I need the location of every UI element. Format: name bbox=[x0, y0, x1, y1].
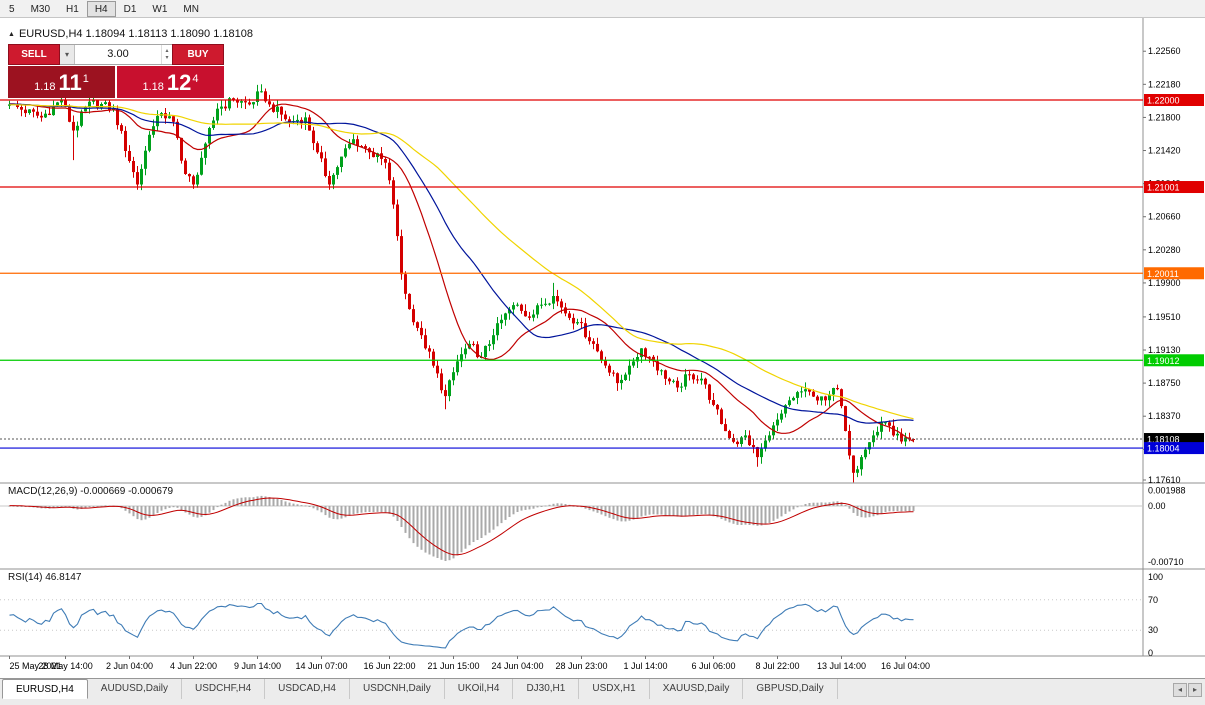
timeframe-button-5[interactable]: 5 bbox=[9, 3, 15, 15]
svg-text:28 May 14:00: 28 May 14:00 bbox=[38, 661, 93, 671]
svg-text:25 May 2021: 25 May 2021 bbox=[10, 661, 62, 671]
svg-text:28 Jun 23:00: 28 Jun 23:00 bbox=[555, 661, 607, 671]
buy-price-box[interactable]: 1.18 12 4 bbox=[117, 66, 224, 98]
chart-tab-audusd-daily[interactable]: AUDUSD,Daily bbox=[88, 679, 183, 699]
svg-text:4 Jun 22:00: 4 Jun 22:00 bbox=[170, 661, 217, 671]
svg-text:14 Jun 07:00: 14 Jun 07:00 bbox=[295, 661, 347, 671]
svg-text:0.00: 0.00 bbox=[1148, 501, 1166, 511]
chart-tab-usdx-h1[interactable]: USDX,H1 bbox=[579, 679, 650, 699]
sell-button[interactable]: SELL bbox=[8, 44, 60, 65]
svg-text:8 Jul 22:00: 8 Jul 22:00 bbox=[755, 661, 799, 671]
svg-text:1 Jul 14:00: 1 Jul 14:00 bbox=[623, 661, 667, 671]
one-click-trading-panel: SELL ▾ 3.00 ▴ ▾ BUY 1.18 11 1 1.18 12 4 bbox=[8, 44, 224, 98]
chart-tab-gbpusd-daily[interactable]: GBPUSD,Daily bbox=[743, 679, 838, 699]
svg-text:6 Jul 06:00: 6 Jul 06:00 bbox=[691, 661, 735, 671]
volume-spinner: ▴ ▾ bbox=[161, 45, 172, 64]
tab-scroll-left-icon[interactable]: ◂ bbox=[1173, 683, 1187, 697]
svg-text:16 Jul 04:00: 16 Jul 04:00 bbox=[881, 661, 930, 671]
chart-tabs: EURUSD,H4 AUDUSD,Daily USDCHF,H4 USDCAD,H4 U… bbox=[2, 679, 1205, 699]
ma-18-line bbox=[9, 103, 914, 442]
svg-text:1.19130: 1.19130 bbox=[1148, 345, 1181, 355]
svg-text:1.20280: 1.20280 bbox=[1148, 245, 1181, 255]
svg-text:24 Jun 04:00: 24 Jun 04:00 bbox=[491, 661, 543, 671]
buy-price-pips: 12 bbox=[166, 70, 192, 95]
timeframe-button-D1[interactable]: D1 bbox=[123, 3, 137, 15]
volume-up-icon[interactable]: ▴ bbox=[165, 47, 169, 54]
svg-text:1.18370: 1.18370 bbox=[1148, 411, 1181, 421]
svg-text:-0.00710: -0.00710 bbox=[1148, 557, 1184, 567]
svg-text:1.22180: 1.22180 bbox=[1148, 79, 1181, 89]
volume-dropdown-icon[interactable]: ▾ bbox=[60, 45, 75, 64]
chart-tab-xauusd-daily[interactable]: XAUUSD,Daily bbox=[650, 679, 744, 699]
sell-price-point: 1 bbox=[82, 73, 89, 85]
chart-tab-eurusd-h4[interactable]: EURUSD,H4 bbox=[2, 679, 88, 699]
svg-text:1.20660: 1.20660 bbox=[1148, 212, 1181, 222]
svg-text:1.21800: 1.21800 bbox=[1148, 112, 1181, 122]
chart-tab-dj30-h1[interactable]: DJ30,H1 bbox=[513, 679, 580, 699]
buy-button[interactable]: BUY bbox=[172, 44, 224, 65]
chart-frame bbox=[0, 18, 1205, 657]
chart-window: 1.225601.221801.218001.214201.210401.206… bbox=[0, 18, 1205, 678]
timeframe-button-MN[interactable]: MN bbox=[183, 3, 199, 15]
moving-averages-layer bbox=[9, 103, 914, 442]
timeframe-button-H1[interactable]: H1 bbox=[66, 3, 79, 15]
chart-tabs-bar: EURUSD,H4 AUDUSD,Daily USDCHF,H4 USDCAD,H4 U… bbox=[0, 678, 1205, 705]
ma-60-line bbox=[9, 104, 914, 420]
svg-text:100: 100 bbox=[1148, 572, 1163, 582]
trade-prices-row: 1.18 11 1 1.18 12 4 bbox=[8, 66, 224, 98]
chart-tab-ukoil-h4[interactable]: UKOil,H4 bbox=[445, 679, 514, 699]
sell-price-box[interactable]: 1.18 11 1 bbox=[8, 66, 115, 98]
macd-signal-line bbox=[9, 497, 914, 556]
svg-text:30: 30 bbox=[1148, 625, 1158, 635]
buy-price-prefix: 1.18 bbox=[142, 81, 164, 93]
chart-tab-usdcad-h4[interactable]: USDCAD,H4 bbox=[265, 679, 350, 699]
svg-text:1.19510: 1.19510 bbox=[1148, 312, 1181, 322]
svg-text:0.001988: 0.001988 bbox=[1148, 485, 1186, 495]
svg-text:1.21420: 1.21420 bbox=[1148, 146, 1181, 156]
svg-text:1.18004: 1.18004 bbox=[1147, 444, 1180, 454]
chart-tab-usdchf-h4[interactable]: USDCHF,H4 bbox=[182, 679, 266, 699]
svg-text:70: 70 bbox=[1148, 595, 1158, 605]
trade-controls-row: SELL ▾ 3.00 ▴ ▾ BUY bbox=[8, 44, 224, 65]
sell-price-prefix: 1.18 bbox=[34, 81, 56, 93]
sell-price-pips: 11 bbox=[58, 70, 82, 95]
svg-text:1.18108: 1.18108 bbox=[1147, 435, 1180, 445]
svg-text:13 Jul 14:00: 13 Jul 14:00 bbox=[817, 661, 866, 671]
svg-text:16 Jun 22:00: 16 Jun 22:00 bbox=[363, 661, 415, 671]
volume-value[interactable]: 3.00 bbox=[107, 48, 129, 60]
svg-text:1.19012: 1.19012 bbox=[1147, 356, 1180, 366]
svg-text:1.19900: 1.19900 bbox=[1148, 278, 1181, 288]
timeframe-button-H4[interactable]: H4 bbox=[86, 0, 116, 17]
svg-text:0: 0 bbox=[1148, 648, 1153, 658]
svg-text:9 Jun 14:00: 9 Jun 14:00 bbox=[234, 661, 281, 671]
rsi-line bbox=[9, 602, 914, 649]
volume-field[interactable]: ▾ 3.00 ▴ ▾ bbox=[60, 44, 172, 65]
price-level-lines[interactable]: 1.22000 1.21001 1.20011 1.19012 1.18004 bbox=[0, 94, 1204, 455]
svg-text:2 Jun 04:00: 2 Jun 04:00 bbox=[106, 661, 153, 671]
candles-layer bbox=[8, 84, 915, 483]
svg-text:21 Jun 15:00: 21 Jun 15:00 bbox=[427, 661, 479, 671]
volume-down-icon[interactable]: ▾ bbox=[165, 54, 169, 61]
tab-scroll-right-icon[interactable]: ▸ bbox=[1188, 683, 1202, 697]
tab-scroll-controls: ◂ ▸ bbox=[1173, 683, 1202, 697]
price-chart[interactable]: 1.225601.221801.218001.214201.210401.206… bbox=[0, 18, 1205, 678]
ma-35-line bbox=[9, 103, 914, 424]
price-axis: 1.225601.221801.218001.214201.210401.206… bbox=[1143, 46, 1186, 658]
svg-text:1.20011: 1.20011 bbox=[1147, 269, 1179, 279]
rsi-layer bbox=[0, 599, 1143, 649]
svg-text:1.22560: 1.22560 bbox=[1148, 46, 1181, 56]
timeframe-button-M30[interactable]: M30 bbox=[30, 3, 51, 15]
svg-text:1.17610: 1.17610 bbox=[1148, 475, 1181, 485]
svg-text:1.21001: 1.21001 bbox=[1147, 183, 1180, 193]
macd-layer bbox=[0, 495, 1143, 561]
buy-price-point: 4 bbox=[192, 73, 199, 85]
bid-price-marker: 1.18108 bbox=[0, 433, 1204, 446]
chart-tab-usdcnh-daily[interactable]: USDCNH,Daily bbox=[350, 679, 445, 699]
timeframe-button-W1[interactable]: W1 bbox=[152, 3, 168, 15]
svg-text:1.18750: 1.18750 bbox=[1148, 378, 1181, 388]
timeframe-toolbar: 5 M30 H1 H4 D1 W1 MN bbox=[0, 0, 1205, 18]
svg-text:1.22000: 1.22000 bbox=[1147, 96, 1180, 106]
